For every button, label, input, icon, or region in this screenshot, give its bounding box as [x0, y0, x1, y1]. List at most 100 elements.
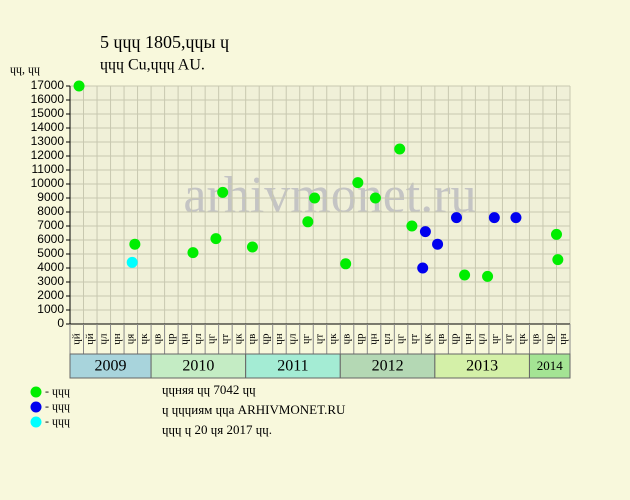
- y-tick-label: 3000: [37, 274, 64, 288]
- month-label: ɥн: [273, 333, 285, 345]
- data-point: [510, 212, 522, 224]
- y-tick-label: 6000: [37, 232, 64, 246]
- legend-marker: [30, 416, 42, 428]
- y-tick-label: 1000: [37, 302, 64, 316]
- month-label: ɥг: [205, 334, 217, 345]
- data-point: [217, 186, 229, 198]
- y-tick-label: 9000: [37, 190, 64, 204]
- month-label: ɥн: [557, 333, 569, 345]
- data-point: [352, 177, 364, 189]
- data-point: [246, 241, 258, 253]
- data-point: [210, 233, 222, 245]
- y-tick-label: 4000: [37, 260, 64, 274]
- watermark: arhivmonet.ru: [183, 167, 476, 224]
- month-label: ɥй: [70, 333, 82, 345]
- note: ɥɥняя ɥɥ 7042 ɥɥ: [162, 382, 256, 397]
- month-label: ɥл: [476, 333, 488, 345]
- legend-label: - ɥɥɥ: [45, 399, 70, 413]
- month-label: ɥл: [97, 333, 109, 345]
- year-label: 2010: [182, 358, 214, 375]
- month-label: ɥр: [449, 333, 461, 345]
- year-band: [339, 353, 436, 379]
- month-label: ɥр: [259, 333, 271, 345]
- y-tick-label: 7000: [37, 218, 64, 232]
- y-tick-label: 5000: [37, 246, 64, 260]
- month-label: ɥя: [124, 334, 136, 345]
- month-label: ɥк: [327, 333, 339, 345]
- legend-label: - ɥɥɥ: [45, 414, 70, 428]
- month-label: ɥл: [381, 333, 393, 345]
- legend-marker: [30, 401, 42, 413]
- year-label: 2013: [466, 358, 498, 375]
- year-band: [528, 353, 571, 379]
- data-point: [450, 212, 462, 224]
- y-tick-label: 8000: [37, 204, 64, 218]
- month-label: ɥв: [246, 334, 258, 345]
- month-label: ɥн: [178, 333, 190, 345]
- data-point: [406, 220, 418, 232]
- month-label: ɥр: [354, 333, 366, 345]
- data-point: [369, 192, 381, 204]
- data-point: [550, 228, 562, 240]
- month-label: ɥр: [165, 333, 177, 345]
- legend-label: - ɥɥɥ: [45, 384, 70, 398]
- note: ɥɥɥ ɥ 20 ɥя 2017 ɥɥ.: [162, 422, 272, 437]
- year-label: 2014: [537, 358, 564, 373]
- y-tick-label: 13000: [31, 134, 65, 148]
- note: ɥ ɥɥɥиям ɥɥа ARHIVMONET.RU: [162, 402, 346, 417]
- month-label: ɥн: [111, 333, 123, 345]
- y-tick-label: 10000: [31, 176, 65, 190]
- month-label: ɥв: [435, 334, 447, 345]
- month-label: ɥл: [287, 333, 299, 345]
- year-band: [150, 353, 247, 379]
- month-label: ɥк: [516, 333, 528, 345]
- month-label: ɥн: [462, 333, 474, 345]
- legend-marker: [30, 386, 42, 398]
- y-axis-label: ɥɥ, ɥɥ: [10, 62, 40, 76]
- chart-title: 5 ɥɥɥ 1805,ɥɥы ɥ: [100, 32, 229, 52]
- year-band: [69, 353, 152, 379]
- month-label: ɥт: [503, 334, 515, 345]
- month-label: ɥт: [408, 334, 420, 345]
- data-point: [432, 238, 444, 250]
- y-tick-label: 11000: [32, 162, 65, 176]
- month-label: ɥт: [314, 334, 326, 345]
- plot-area: [70, 86, 570, 324]
- data-point: [302, 216, 314, 228]
- y-tick-label: 17000: [31, 78, 65, 92]
- data-point: [340, 258, 352, 270]
- y-tick-label: 16000: [31, 92, 65, 106]
- month-label: ɥг: [300, 334, 312, 345]
- month-label: ɥк: [422, 333, 434, 345]
- month-label: ɥл: [192, 333, 204, 345]
- month-label: ɥв: [151, 334, 163, 345]
- data-point: [73, 80, 85, 92]
- data-point: [488, 212, 500, 224]
- data-point: [187, 247, 199, 259]
- data-point: [394, 143, 406, 155]
- year-label: 2012: [372, 358, 404, 375]
- month-label: ɥв: [341, 334, 353, 345]
- y-tick-label: 2000: [37, 288, 64, 302]
- data-point: [552, 254, 564, 266]
- y-tick-label: 14000: [31, 120, 65, 134]
- month-label: ɥн: [368, 333, 380, 345]
- data-point: [482, 270, 494, 282]
- y-tick-label: 12000: [31, 148, 65, 162]
- month-label: ɥр: [543, 333, 555, 345]
- month-label: ɥй: [84, 333, 96, 345]
- data-point: [419, 226, 431, 238]
- month-label: ɥк: [138, 333, 150, 345]
- month-label: ɥв: [530, 334, 542, 345]
- data-point: [417, 262, 429, 274]
- month-label: ɥт: [219, 334, 231, 345]
- y-tick-label: 15000: [31, 106, 65, 120]
- year-label: 2009: [95, 358, 127, 375]
- chart-subtitle: ɥɥɥ Cu,ɥɥɥ AU.: [100, 57, 205, 74]
- y-tick-label: 0: [57, 316, 64, 330]
- month-label: ɥг: [489, 334, 501, 345]
- month-label: ɥг: [395, 334, 407, 345]
- data-point: [309, 192, 321, 204]
- data-point: [126, 256, 138, 268]
